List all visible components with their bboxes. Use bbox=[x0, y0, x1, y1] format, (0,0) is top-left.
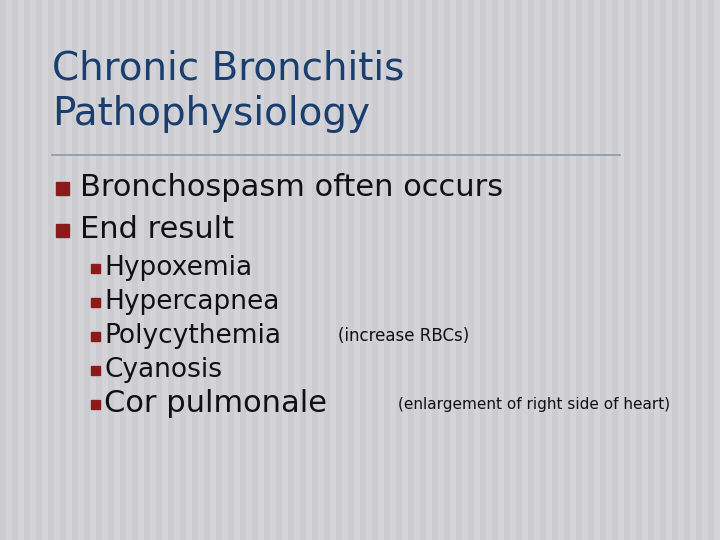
Bar bbox=[252, 0, 258, 540]
Bar bbox=[408, 0, 414, 540]
Bar bbox=[708, 0, 714, 540]
Bar bbox=[612, 0, 618, 540]
Bar bbox=[288, 0, 294, 540]
Bar bbox=[264, 0, 270, 540]
Bar bbox=[312, 0, 318, 540]
Bar bbox=[684, 0, 690, 540]
Bar bbox=[360, 0, 366, 540]
Text: End result: End result bbox=[80, 215, 234, 245]
Bar bbox=[636, 0, 642, 540]
Bar bbox=[540, 0, 546, 540]
Bar bbox=[120, 0, 126, 540]
Bar bbox=[276, 0, 282, 540]
Text: Pathophysiology: Pathophysiology bbox=[52, 95, 370, 133]
Bar bbox=[91, 366, 99, 375]
Bar bbox=[660, 0, 666, 540]
Bar bbox=[91, 264, 99, 273]
Bar bbox=[228, 0, 234, 540]
Bar bbox=[0, 0, 6, 540]
Bar bbox=[588, 0, 594, 540]
Bar bbox=[492, 0, 498, 540]
Bar bbox=[672, 0, 678, 540]
Bar bbox=[48, 0, 54, 540]
Bar bbox=[204, 0, 210, 540]
Bar bbox=[36, 0, 42, 540]
Bar bbox=[168, 0, 174, 540]
Bar bbox=[696, 0, 702, 540]
Bar bbox=[504, 0, 510, 540]
Bar bbox=[192, 0, 198, 540]
Bar bbox=[480, 0, 486, 540]
Bar bbox=[96, 0, 102, 540]
Text: Hypercapnea: Hypercapnea bbox=[104, 289, 279, 315]
Bar bbox=[300, 0, 306, 540]
Bar bbox=[324, 0, 330, 540]
Bar bbox=[24, 0, 30, 540]
Text: Cor pulmonale: Cor pulmonale bbox=[104, 389, 327, 418]
Bar bbox=[576, 0, 582, 540]
Bar bbox=[456, 0, 462, 540]
Bar bbox=[180, 0, 186, 540]
Bar bbox=[384, 0, 390, 540]
Bar bbox=[84, 0, 90, 540]
Text: Polycythemia: Polycythemia bbox=[104, 323, 281, 349]
Bar bbox=[12, 0, 18, 540]
Text: Cyanosis: Cyanosis bbox=[104, 357, 222, 383]
Text: Bronchospasm often occurs: Bronchospasm often occurs bbox=[80, 173, 503, 202]
Bar bbox=[91, 298, 99, 307]
Bar bbox=[528, 0, 534, 540]
Bar bbox=[216, 0, 222, 540]
Bar bbox=[55, 181, 68, 194]
Bar bbox=[108, 0, 114, 540]
Bar bbox=[336, 0, 342, 540]
Bar bbox=[240, 0, 246, 540]
Bar bbox=[516, 0, 522, 540]
Bar bbox=[648, 0, 654, 540]
Bar bbox=[600, 0, 606, 540]
Text: (increase RBCs): (increase RBCs) bbox=[338, 327, 469, 345]
Bar bbox=[444, 0, 450, 540]
Bar bbox=[564, 0, 570, 540]
Bar bbox=[372, 0, 378, 540]
Bar bbox=[55, 224, 68, 237]
Bar bbox=[60, 0, 66, 540]
Bar bbox=[91, 332, 99, 341]
Bar bbox=[132, 0, 138, 540]
Bar bbox=[624, 0, 630, 540]
Bar bbox=[348, 0, 354, 540]
Bar bbox=[91, 400, 99, 408]
Text: Chronic Bronchitis: Chronic Bronchitis bbox=[52, 50, 405, 88]
Bar bbox=[144, 0, 150, 540]
Bar bbox=[420, 0, 426, 540]
Bar bbox=[156, 0, 162, 540]
Bar bbox=[396, 0, 402, 540]
Text: Hypoxemia: Hypoxemia bbox=[104, 255, 252, 281]
Text: (enlargement of right side of heart): (enlargement of right side of heart) bbox=[397, 396, 670, 411]
Bar bbox=[552, 0, 558, 540]
Bar bbox=[72, 0, 78, 540]
Bar bbox=[468, 0, 474, 540]
Bar bbox=[432, 0, 438, 540]
